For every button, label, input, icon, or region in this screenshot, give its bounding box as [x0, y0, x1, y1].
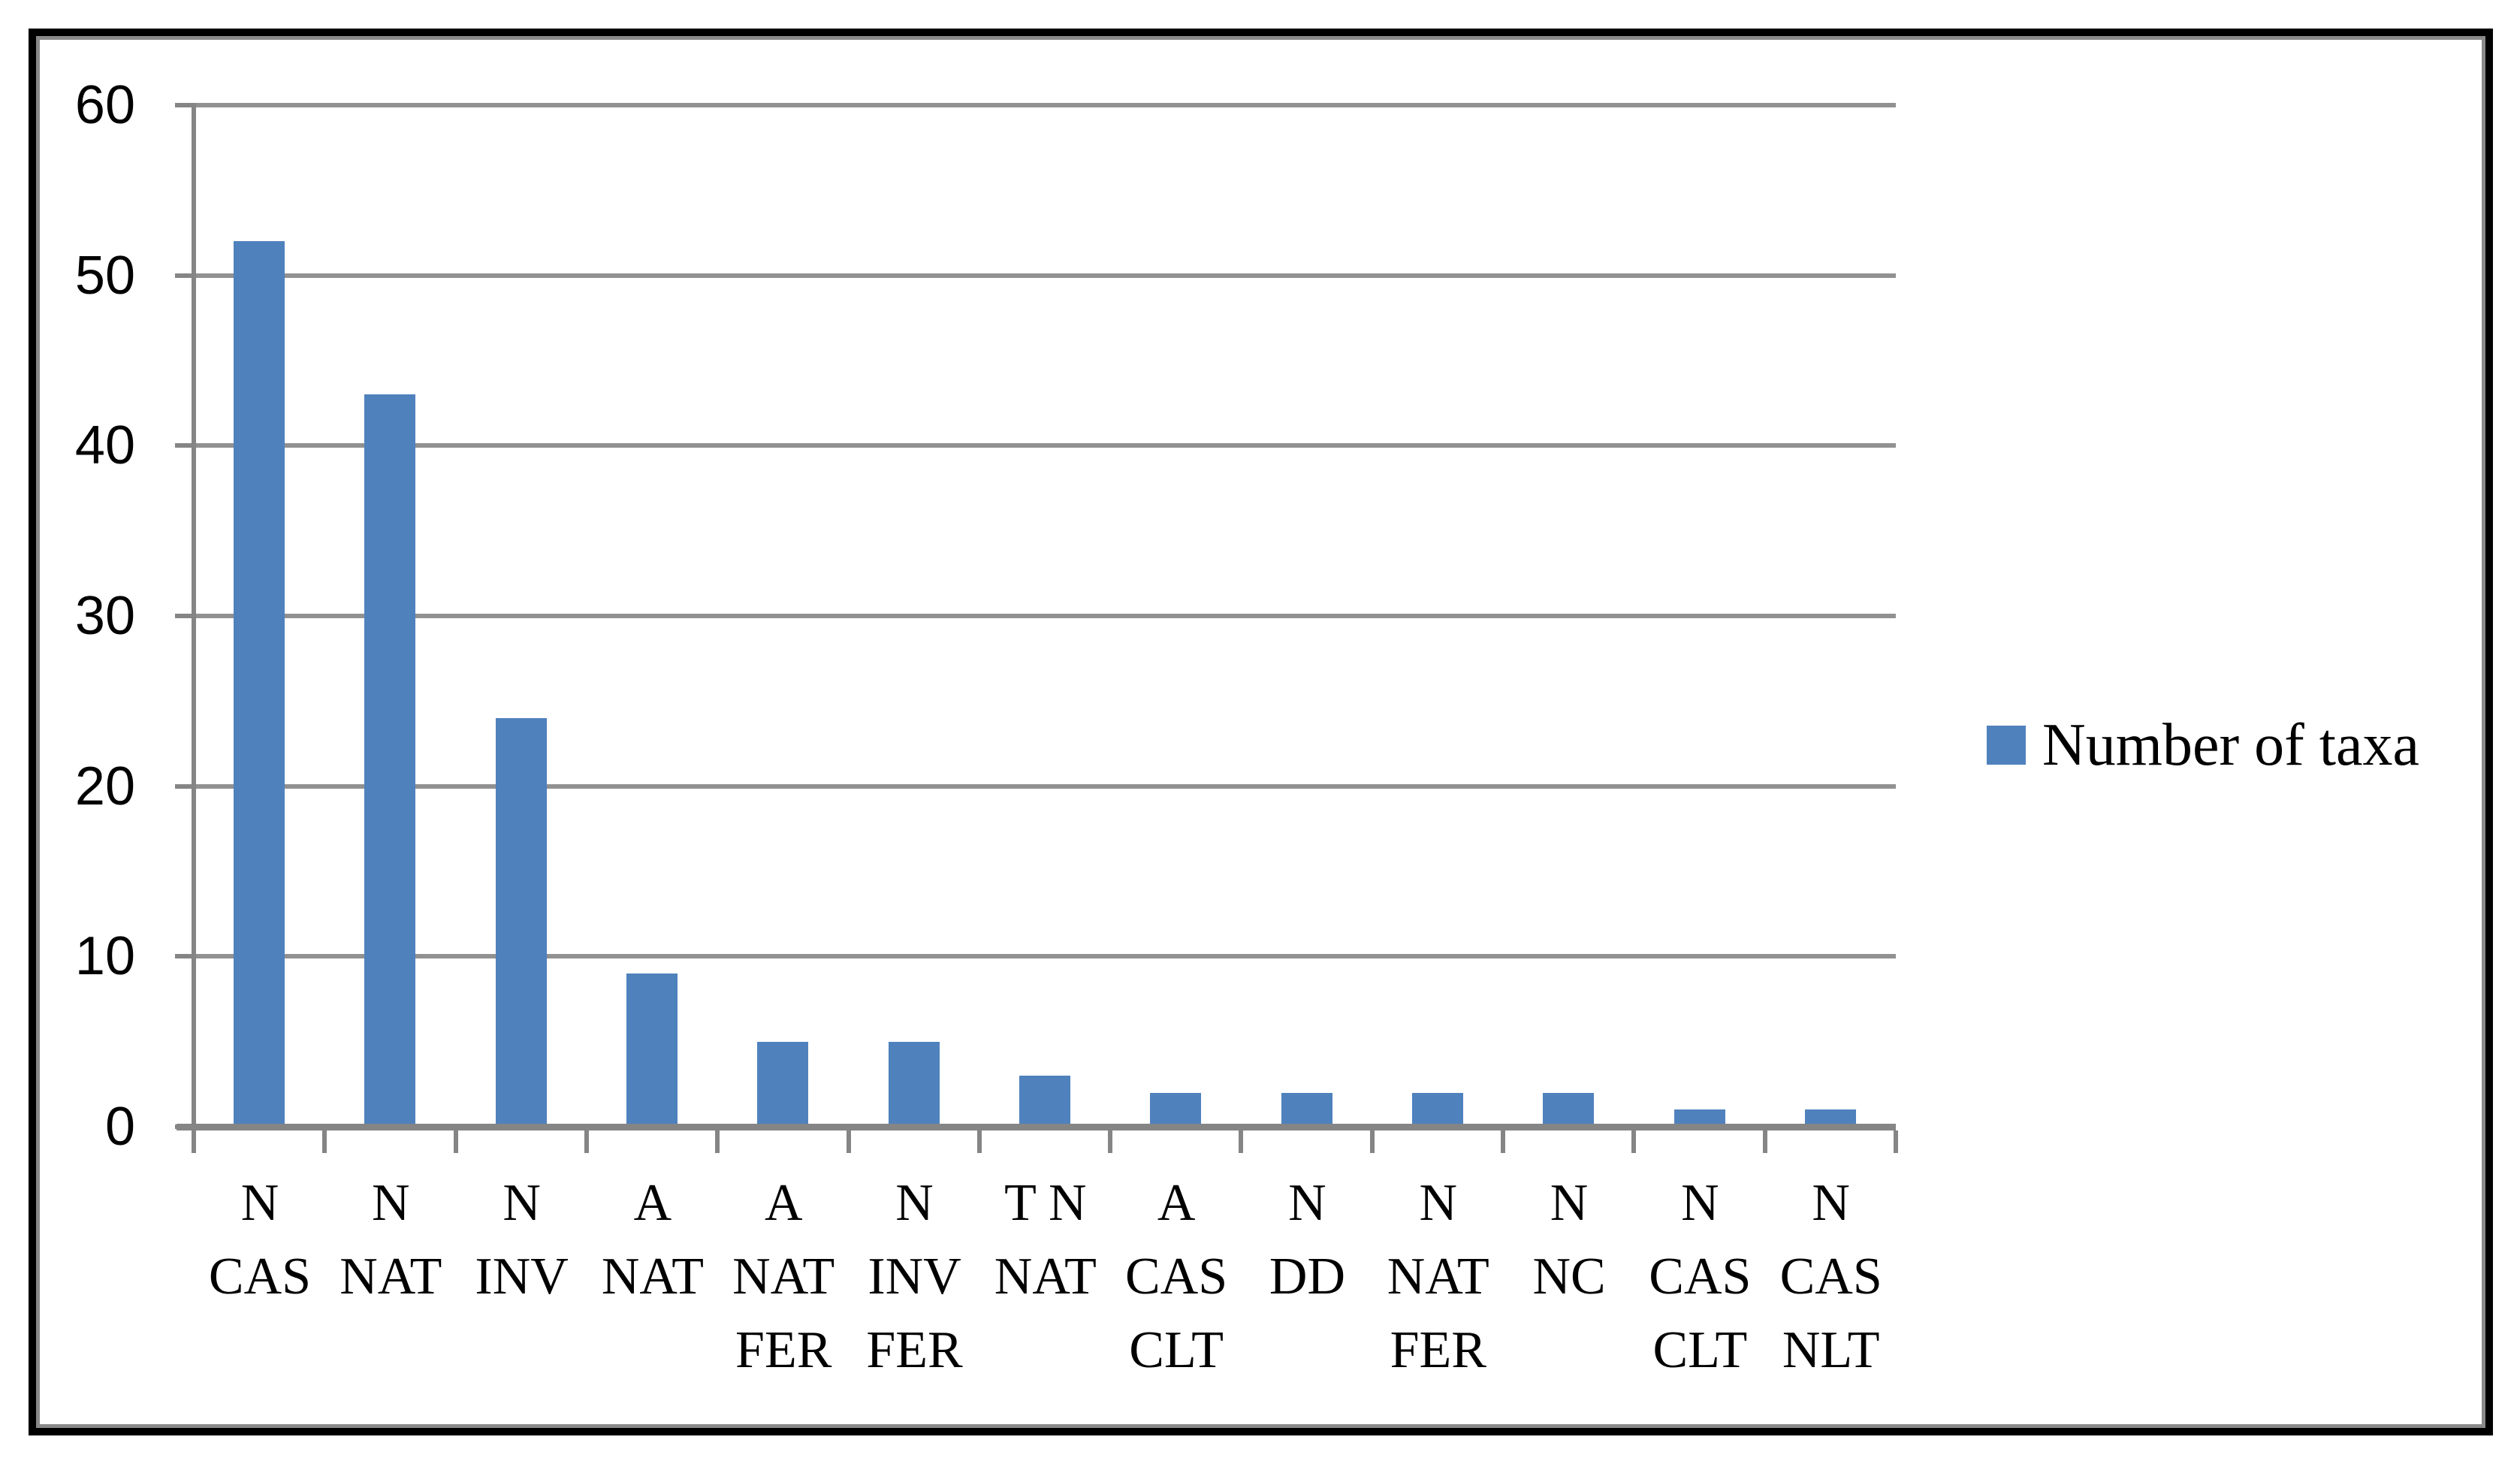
y-tick-label: 30 — [74, 586, 135, 646]
x-category-label-line: CAS — [1125, 1248, 1228, 1306]
x-category-label: N INV — [456, 1167, 588, 1314]
y-axis-tick — [175, 783, 194, 789]
x-category-label-line: CLT — [1652, 1321, 1748, 1379]
x-axis-line — [177, 1124, 1896, 1130]
y-tick-label: 20 — [74, 756, 135, 817]
x-axis-tick — [1894, 1130, 1898, 1153]
x-category-label-line: A — [764, 1174, 803, 1232]
x-category-label-line: NAT — [340, 1248, 442, 1306]
x-axis-tick — [192, 1130, 196, 1153]
x-category-label: A NAT — [587, 1167, 719, 1314]
x-category-label-line: CAS — [1649, 1248, 1752, 1306]
x-axis-tick — [976, 1130, 982, 1153]
legend-swatch — [1987, 726, 2026, 765]
y-tick-label: 10 — [74, 926, 135, 987]
bar-n-nc — [1543, 1092, 1595, 1124]
y-tick-label: 0 — [104, 1097, 135, 1157]
x-category-label-line: FER — [866, 1321, 963, 1379]
bar-a-cas-clt — [1150, 1092, 1202, 1124]
x-axis-tick — [1762, 1130, 1767, 1153]
bar-n-dd — [1281, 1092, 1332, 1124]
gridline — [194, 443, 1896, 448]
y-tick-label: 60 — [74, 75, 135, 135]
y-axis-tick — [175, 273, 194, 278]
x-category-label-line: NAT — [994, 1248, 1097, 1306]
x-axis-tick — [322, 1130, 327, 1153]
x-category-label: A CAS CLT — [1110, 1167, 1242, 1387]
x-category-label: N CAS — [194, 1167, 326, 1314]
legend: Number of taxa — [1987, 714, 2419, 777]
bar-t-n-nat — [1019, 1076, 1070, 1124]
x-category-label-line: NC — [1532, 1248, 1606, 1306]
x-category-label-line: CAS — [208, 1248, 312, 1306]
x-category-label-line: N — [502, 1174, 541, 1232]
x-axis-tick — [1501, 1130, 1506, 1153]
x-category-label-line: N — [372, 1174, 410, 1232]
bar-n-inv — [495, 718, 547, 1124]
bar-a-nat-fer — [757, 1041, 809, 1124]
x-category-label-line: N — [1812, 1174, 1850, 1232]
x-category-label-line: N — [895, 1174, 934, 1232]
x-category-label: A NAT FER — [717, 1167, 850, 1387]
x-axis-tick — [1631, 1130, 1637, 1153]
y-tick-label: 50 — [74, 245, 135, 306]
legend-label: Number of taxa — [2042, 712, 2420, 778]
x-category-label-line: A — [633, 1174, 672, 1232]
x-category-label-line: FER — [735, 1321, 832, 1379]
chart-area-border — [36, 36, 2485, 1428]
x-category-label: N CAS CLT — [1634, 1167, 1766, 1387]
x-axis-tick — [1108, 1130, 1113, 1153]
x-category-label-line: N — [1419, 1174, 1458, 1232]
y-axis-tick — [175, 954, 194, 959]
gridline — [194, 783, 1896, 789]
x-axis-tick — [1239, 1130, 1244, 1153]
x-axis-tick — [453, 1130, 458, 1153]
x-category-label: N NAT FER — [1372, 1167, 1504, 1387]
y-axis-line — [192, 103, 196, 1152]
bar-n-cas-nlt — [1804, 1109, 1856, 1124]
x-category-label: N DD — [1241, 1167, 1373, 1314]
bar-n-cas-clt — [1673, 1109, 1725, 1124]
x-category-label-line: T N — [1004, 1174, 1087, 1232]
x-category-label-line: CLT — [1129, 1321, 1224, 1379]
x-category-label: T N NAT — [979, 1167, 1112, 1314]
x-axis-tick — [846, 1130, 851, 1153]
chart-outer-frame — [29, 29, 2493, 1435]
x-category-label-line: FER — [1390, 1321, 1486, 1379]
x-category-label-line: NLT — [1782, 1321, 1880, 1379]
x-axis-tick — [715, 1130, 720, 1153]
x-category-label: N INV FER — [849, 1167, 981, 1387]
gridline — [194, 273, 1896, 278]
bar-n-nat — [364, 394, 416, 1124]
y-axis-tick — [175, 614, 194, 618]
gridline — [194, 103, 1896, 107]
gridline — [194, 614, 1896, 618]
y-axis-tick — [175, 103, 194, 107]
x-category-label-line: N — [240, 1174, 279, 1232]
bar-n-cas — [234, 241, 285, 1124]
y-tick-label: 40 — [74, 415, 135, 476]
x-category-label-line: DD — [1269, 1248, 1345, 1306]
x-category-label-line: NAT — [1387, 1248, 1489, 1306]
gridline — [194, 954, 1896, 959]
x-category-label: N CAS NLT — [1765, 1167, 1897, 1387]
x-category-label-line: N — [1550, 1174, 1589, 1232]
x-category-label-line: CAS — [1779, 1248, 1882, 1306]
x-category-label-line: N — [1681, 1174, 1719, 1232]
x-category-label-line: A — [1157, 1174, 1196, 1232]
x-axis-tick — [584, 1130, 589, 1153]
x-category-label-line: INV — [868, 1248, 961, 1306]
x-axis-tick — [1369, 1130, 1375, 1153]
x-category-label-line: NAT — [732, 1248, 835, 1306]
x-category-label-line: N — [1288, 1174, 1326, 1232]
bar-n-nat-fer — [1411, 1092, 1463, 1124]
y-axis-tick — [175, 443, 194, 448]
x-category-label-line: INV — [475, 1248, 569, 1306]
x-category-label: N NAT — [324, 1167, 457, 1314]
x-category-label-line: NAT — [601, 1248, 704, 1306]
bar-a-nat — [626, 973, 678, 1124]
bar-n-inv-fer — [888, 1041, 940, 1124]
x-category-label: N NC — [1503, 1167, 1635, 1314]
